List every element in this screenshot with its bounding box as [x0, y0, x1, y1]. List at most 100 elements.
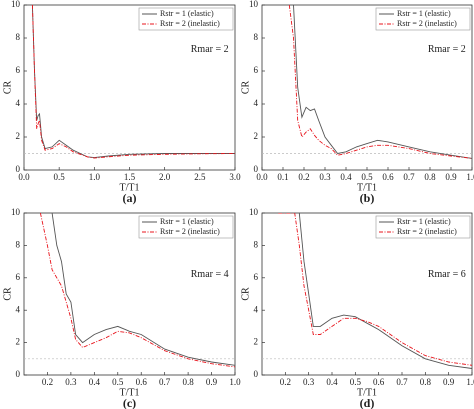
x-tick-label: 1.0: [466, 172, 474, 182]
y-tick-label: 6: [254, 65, 259, 75]
series-line: [289, 5, 472, 159]
plot-area: [261, 4, 473, 171]
series-line: [278, 213, 472, 366]
x-tick-label: 0.3: [319, 172, 331, 182]
x-tick-label: 0.8: [182, 377, 194, 387]
annotation: Rmar = 2: [191, 44, 229, 55]
x-tick-label: 0.3: [65, 377, 77, 387]
x-tick-label: 3.0: [229, 172, 241, 182]
x-tick-label: 0.4: [340, 172, 352, 182]
panel-label: (b): [360, 191, 375, 205]
y-tick-label: 8: [16, 32, 21, 42]
x-tick-label: 0.1: [277, 172, 288, 182]
x-tick-label: 0.7: [396, 377, 408, 387]
x-tick-label: 1.0: [229, 377, 241, 387]
annotation: Rmar = 2: [428, 44, 466, 55]
x-tick-label: 0.0: [18, 172, 30, 182]
legend-label: Rstr = 2 (inelastic): [397, 19, 457, 28]
y-tick-label: 8: [254, 32, 259, 42]
y-tick-label: 6: [16, 272, 21, 282]
x-tick-label: 1.0: [89, 172, 101, 182]
legend-box: [375, 7, 471, 31]
x-tick-label: 0.8: [424, 172, 436, 182]
x-axis-label: T/T1: [120, 182, 140, 193]
y-axis-label: CR: [240, 81, 251, 95]
series-line: [31, 5, 235, 159]
series-line: [39, 213, 235, 368]
y-tick-label: 2: [254, 131, 259, 141]
y-tick-label: 4: [254, 98, 259, 108]
series-line: [31, 5, 235, 159]
x-tick-label: 0.2: [298, 172, 309, 182]
x-tick-label: 0.9: [443, 377, 455, 387]
y-tick-label: 2: [16, 337, 21, 347]
legend-label: Rstr = 2 (inelastic): [160, 19, 220, 28]
y-tick-label: 8: [254, 239, 259, 249]
legend-box: [138, 7, 234, 31]
y-tick-label: 0: [254, 369, 259, 379]
y-tick-label: 4: [254, 304, 259, 314]
legend-label: Rstr = 1 (elastic): [160, 217, 214, 226]
y-tick-label: 0: [16, 164, 21, 174]
plot-area: [23, 212, 236, 376]
series-line: [278, 213, 472, 369]
legend-label: Rstr = 2 (inelastic): [160, 227, 220, 236]
x-tick-label: 0.9: [445, 172, 457, 182]
y-tick-label: 4: [16, 98, 21, 108]
x-tick-label: 0.2: [42, 377, 53, 387]
x-tick-label: 2.0: [159, 172, 171, 182]
legend-box: [138, 215, 234, 239]
legend-label: Rstr = 1 (elastic): [397, 9, 451, 18]
y-tick-label: 2: [16, 131, 21, 141]
y-axis-label: CR: [2, 287, 13, 301]
panel-label: (c): [123, 396, 136, 409]
y-tick-label: 6: [254, 272, 259, 282]
x-tick-label: 0.6: [373, 377, 385, 387]
plot-area: [261, 212, 473, 376]
x-tick-label: 0.4: [326, 377, 338, 387]
series-line: [288, 5, 472, 159]
x-tick-label: 0.7: [159, 377, 171, 387]
x-tick-label: 0.9: [206, 377, 218, 387]
y-tick-label: 10: [249, 0, 259, 9]
panel-label: (d): [360, 396, 375, 409]
x-tick-label: 0.6: [136, 377, 148, 387]
y-tick-label: 4: [16, 304, 21, 314]
y-tick-label: 10: [249, 207, 259, 217]
x-axis-label: T/T1: [357, 387, 377, 398]
legend-box: [375, 215, 471, 239]
x-tick-label: 0.6: [382, 172, 394, 182]
x-axis-label: T/T1: [357, 182, 377, 193]
y-tick-label: 0: [254, 164, 259, 174]
annotation: Rmar = 4: [191, 269, 229, 280]
legend-label: Rstr = 1 (elastic): [397, 217, 451, 226]
y-tick-label: 0: [16, 369, 21, 379]
annotation: Rmar = 6: [428, 269, 466, 280]
y-tick-label: 2: [254, 337, 259, 347]
x-tick-label: 0.5: [112, 377, 124, 387]
series-line: [40, 213, 235, 366]
y-axis-label: CR: [2, 81, 13, 95]
x-tick-label: 1.0: [466, 377, 474, 387]
x-tick-label: 0.5: [361, 172, 373, 182]
x-tick-label: 2.5: [194, 172, 206, 182]
x-tick-label: 0.0: [256, 172, 268, 182]
x-tick-label: 0.5: [54, 172, 66, 182]
x-tick-label: 1.5: [124, 172, 136, 182]
x-axis-label: T/T1: [120, 387, 140, 398]
x-tick-label: 0.2: [280, 377, 291, 387]
y-tick-label: 10: [11, 207, 21, 217]
y-tick-label: 8: [16, 239, 21, 249]
x-tick-label: 0.8: [420, 377, 432, 387]
plot-area: [23, 4, 236, 171]
y-axis-label: CR: [240, 287, 251, 301]
panel-label: (a): [123, 191, 137, 205]
y-tick-label: 10: [11, 0, 21, 9]
x-tick-label: 0.4: [89, 377, 101, 387]
x-tick-label: 0.3: [303, 377, 315, 387]
x-tick-label: 0.7: [403, 172, 415, 182]
x-tick-label: 0.5: [350, 377, 362, 387]
legend-label: Rstr = 2 (inelastic): [397, 227, 457, 236]
legend-label: Rstr = 1 (elastic): [160, 9, 214, 18]
